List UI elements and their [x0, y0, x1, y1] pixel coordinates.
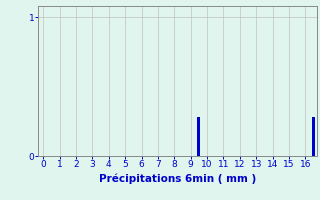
X-axis label: Précipitations 6min ( mm ): Précipitations 6min ( mm ): [99, 173, 256, 184]
Bar: [197, 117, 200, 156]
Bar: [312, 117, 315, 156]
